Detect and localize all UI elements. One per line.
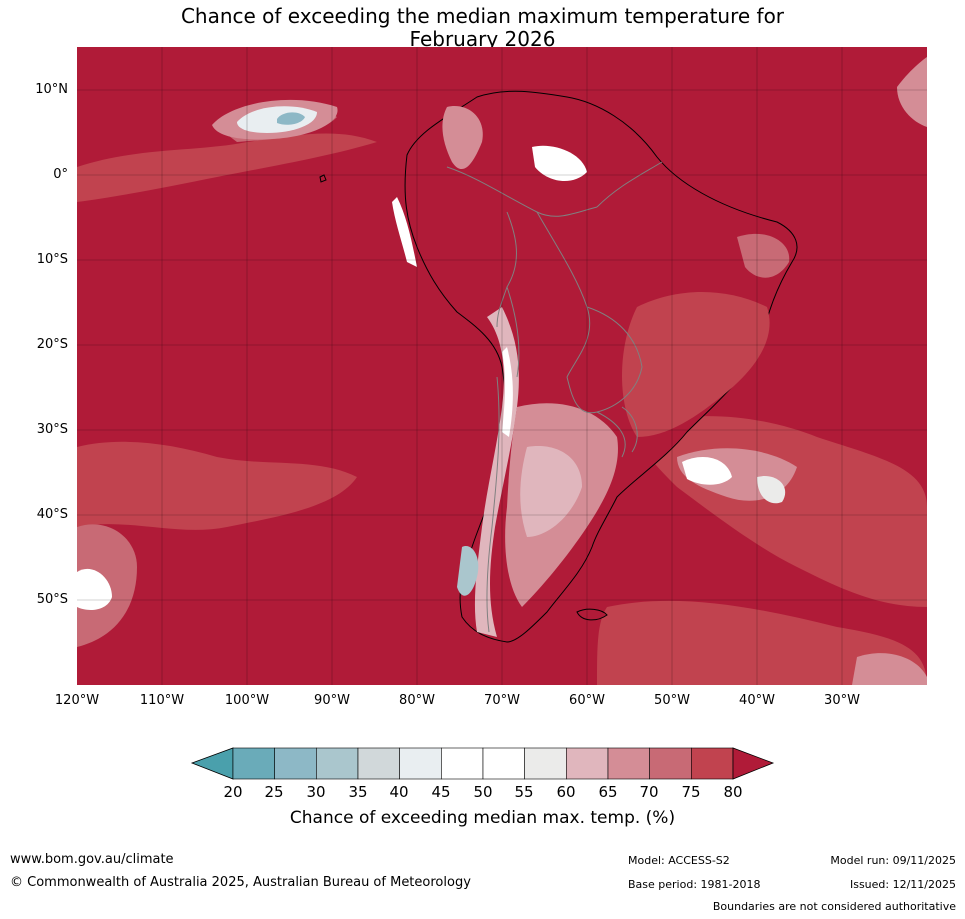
probability-map [77,47,927,685]
base-period: Base period: 1981-2018 [628,878,761,891]
colorbar-cell-70 [649,747,692,780]
brazil-east-light [737,233,790,278]
colorbar-under-arrow [190,747,234,780]
colorbar-cell-25 [274,747,317,780]
south-america-land [404,90,798,643]
lon-label-110w: 110°W [139,693,185,708]
colorbar-cell-65 [607,747,650,780]
colorbar [190,747,775,780]
equatorial-band [77,133,377,202]
model-name: Model: ACCESS-S2 [628,854,730,867]
pacific-patch-inner [277,112,305,125]
atlantic-white-2 [757,476,786,504]
s-atlantic-area [597,600,927,685]
lon-label-70w: 70°W [484,693,520,708]
north-andes-light [442,106,483,170]
colorbar-cell-35 [357,747,400,780]
argentina-light [520,446,582,537]
lat-label-0: 0° [53,167,68,182]
atlantic-white [682,457,732,485]
colorbar-tick-75: 75 [681,783,701,801]
colorbar-over-arrow [732,747,775,780]
colorbar-cell-50 [482,747,525,780]
galapagos [319,174,327,183]
colorbar-tick-80: 80 [723,783,743,801]
colorbar-tick-25: 25 [264,783,284,801]
andes-white [502,347,513,437]
s-atlantic-light [852,653,927,685]
colorbar-tick-40: 40 [389,783,409,801]
map-title-line2: February 2026 [409,27,556,51]
brazil-interior [622,292,770,437]
lat-label-40s: 40°S [36,507,68,522]
se-pacific-area [77,441,357,530]
lat-label-50s: 50°S [36,592,68,607]
colorbar-tick-70: 70 [639,783,659,801]
patagonia-grey [457,546,479,596]
venezuela-white [532,145,587,182]
issued-date: Issued: 12/11/2025 [849,878,956,891]
map-title-line1: Chance of exceeding the median maximum t… [180,4,785,28]
lon-label-90w: 90°W [314,693,350,708]
falkland-islands [576,608,608,621]
colorbar-tick-55: 55 [514,783,534,801]
colorbar-tick-20: 20 [223,783,243,801]
colorbar-tick-30: 30 [306,783,326,801]
ne-corner-patch [897,57,927,127]
lat-label-10n: 10°N [35,82,68,97]
colorbar-tick-35: 35 [348,783,368,801]
lon-label-60w: 60°W [569,693,605,708]
lat-label-30s: 30°S [36,422,68,437]
lon-label-120w: 120°W [54,693,100,708]
colorbar-tick-65: 65 [598,783,618,801]
lon-label-30w: 30°W [824,693,860,708]
colorbar-tick-50: 50 [473,783,493,801]
gridlines [77,47,927,685]
colorbar-cell-30 [316,747,359,780]
colorbar-tick-45: 45 [431,783,451,801]
lon-label-50w: 50°W [654,693,690,708]
colorbar-label: Chance of exceeding median max. temp. (%… [289,808,676,828]
boundaries-disclaimer: Boundaries are not considered authoritat… [712,900,956,913]
colorbar-tick-60: 60 [556,783,576,801]
model-run-date: Model run: 09/11/2025 [830,854,956,867]
lon-label-40w: 40°W [739,693,775,708]
country-borders [446,161,663,633]
lon-label-100w: 100°W [224,693,270,708]
copyright-text: © Commonwealth of Australia 2025, Austra… [10,875,471,890]
se-pacific-white [77,568,112,610]
lat-label-20s: 20°S [36,337,68,352]
colorbar-cells [232,747,734,780]
lon-label-80w: 80°W [399,693,435,708]
colorbar-cell-45 [441,747,484,780]
colorbar-cell-40 [399,747,442,780]
colorbar-cell-55 [524,747,567,780]
colorbar-cell-75 [691,747,734,780]
website-link[interactable]: www.bom.gov.au/climate [10,852,174,867]
lat-label-10s: 10°S [36,252,68,267]
colorbar-cell-60 [566,747,609,780]
peru-coast-light [392,197,417,267]
colorbar-cell-20 [232,747,275,780]
